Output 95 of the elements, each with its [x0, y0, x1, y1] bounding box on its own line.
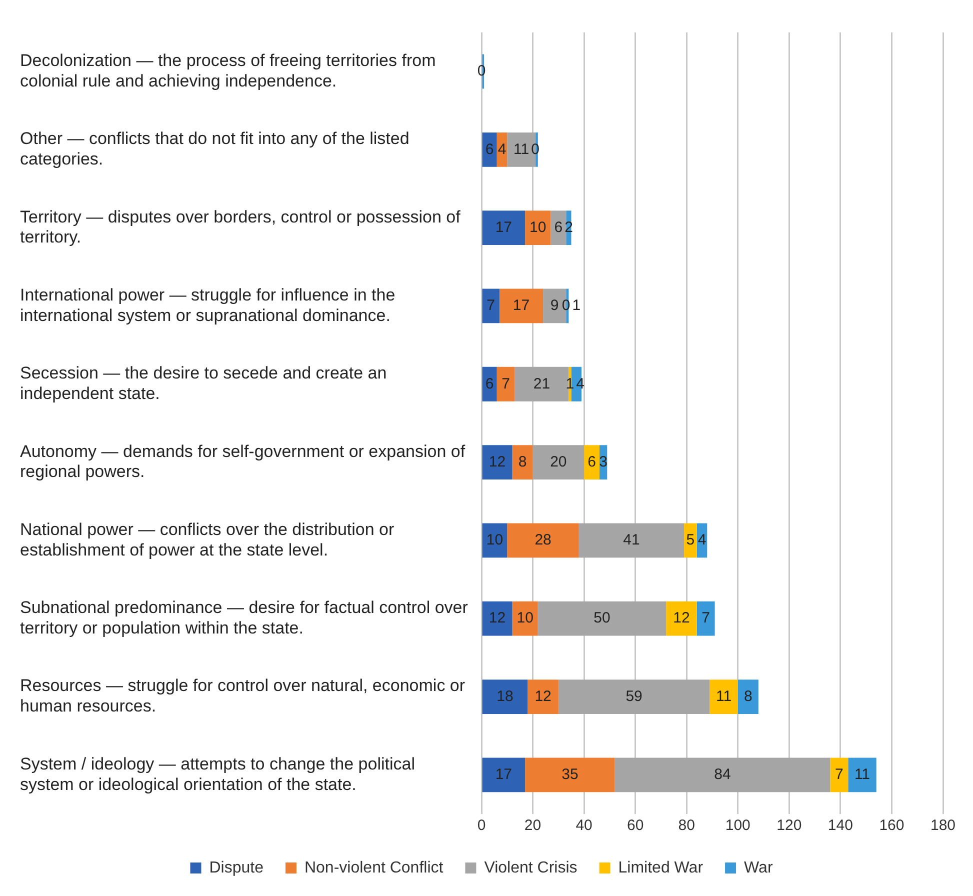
data-label: 11	[854, 766, 870, 784]
y-tick-label: Other — conflicts that do not fit into any of the listed categories.	[20, 129, 410, 169]
bar	[848, 758, 876, 792]
bar	[738, 680, 758, 714]
data-label: 12	[488, 610, 506, 627]
data-label: 10	[530, 218, 546, 236]
bar	[710, 680, 738, 714]
x-tick-label: 160	[879, 817, 904, 834]
legend-label: Non-violent Conflict	[304, 859, 444, 876]
bar	[532, 445, 584, 480]
data-label: 7	[502, 375, 510, 392]
data-label: 41	[623, 532, 640, 549]
bar	[512, 445, 533, 480]
data-label: 17	[495, 766, 512, 784]
bar	[482, 445, 512, 480]
data-label: 10	[486, 532, 504, 549]
bar	[666, 601, 697, 636]
bar	[558, 680, 710, 714]
bar	[482, 523, 508, 558]
y-tick-label: Subnational predominance — desire for factual control over territory or population within the state.	[20, 598, 468, 638]
data-label: 6	[588, 453, 596, 470]
data-label: 21	[533, 375, 550, 392]
legend-label: Limited War	[618, 859, 704, 876]
data-label: 11	[513, 140, 530, 158]
y-tick-label: National power — conflicts over the distribution or establishment of power at the state level.	[20, 520, 395, 560]
data-label: 17	[512, 297, 530, 314]
x-tick-label: 60	[626, 817, 644, 834]
bar	[696, 601, 715, 636]
y-tick-label: System / ideology — attempts to change the political system or ideological orientation of the state.	[20, 754, 415, 794]
y-tick-label: Secession — the desire to secede and create an independent state.	[20, 364, 387, 404]
bar	[482, 758, 526, 792]
x-tick-label: 40	[576, 817, 592, 834]
bar	[684, 523, 697, 558]
y-tick-label: Decolonization — the process of freeing territories from colonial rule and achieving independence.	[20, 50, 436, 90]
x-tick-label: 140	[828, 817, 853, 834]
data-label: 5	[686, 532, 695, 549]
x-tick-label: 120	[776, 817, 802, 834]
y-tick-label: International power — struggle for influence in the international system or supranational dominance.	[20, 285, 396, 325]
y-tick-label: Territory — disputes over borders, control or possession of territory.	[20, 207, 461, 247]
bar	[482, 680, 528, 714]
bar	[830, 758, 848, 792]
bar	[482, 210, 526, 245]
data-label: 3	[599, 453, 608, 470]
x-tick-label: 100	[725, 817, 750, 834]
legend-label: Dispute	[209, 859, 264, 876]
x-tick-label: 20	[524, 817, 542, 834]
data-label: 6	[485, 140, 494, 158]
data-label: 20	[550, 453, 567, 470]
bar	[525, 758, 615, 792]
bar	[525, 210, 551, 245]
bar	[482, 132, 497, 167]
data-label: 10	[516, 610, 534, 627]
data-label: 18	[496, 688, 514, 705]
data-label: 1	[572, 297, 581, 314]
bar	[512, 601, 538, 636]
data-label: 84	[714, 766, 731, 784]
y-tick-label: Resources — struggle for control over natural, economic or human resources.	[20, 676, 466, 716]
data-label: 4	[698, 532, 706, 549]
data-label: 7	[486, 297, 496, 314]
x-tick-label: 180	[930, 817, 956, 834]
data-label: 1	[566, 375, 574, 392]
bar	[584, 445, 600, 480]
data-label: 6	[485, 375, 494, 392]
bar	[482, 366, 497, 402]
y-tick-label: Autonomy — demands for self-government or expansion of regional powers.	[20, 442, 466, 482]
data-label: 9	[550, 297, 559, 314]
bar	[528, 680, 558, 714]
legend-label: Violent Crisis	[484, 859, 578, 876]
x-tick-label: 80	[678, 817, 695, 834]
data-label: 50	[594, 610, 610, 627]
data-label: 11	[716, 688, 732, 705]
bar	[499, 288, 544, 324]
data-label: 6	[554, 218, 563, 236]
legend-label: War	[744, 859, 774, 876]
bar	[538, 601, 666, 636]
data-label: 7	[834, 766, 844, 784]
bar	[482, 288, 500, 324]
data-label: 8	[518, 453, 527, 470]
bar	[550, 210, 566, 245]
data-label: 28	[534, 532, 552, 549]
bar	[482, 601, 512, 636]
data-label: 12	[673, 610, 690, 627]
data-label: 12	[488, 453, 506, 470]
data-label: 7	[702, 610, 710, 627]
x-tick-label: 0	[477, 817, 486, 834]
bar	[496, 366, 515, 402]
data-label: 59	[626, 688, 642, 705]
data-label: 17	[495, 218, 512, 236]
data-label: 4	[498, 140, 506, 158]
data-label: 8	[744, 688, 752, 705]
data-label: 12	[534, 688, 552, 705]
bar	[507, 523, 579, 558]
bar	[578, 523, 684, 558]
bar	[614, 758, 830, 792]
data-label: 35	[562, 766, 578, 784]
